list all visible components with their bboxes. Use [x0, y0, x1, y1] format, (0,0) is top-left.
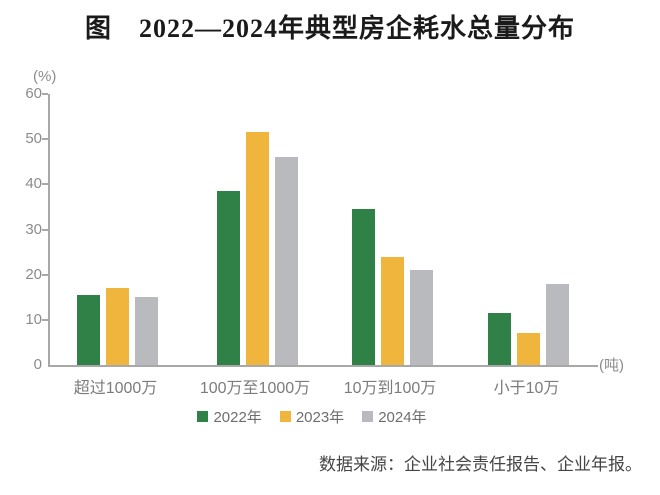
bar-2022年-10万到100万: [351, 209, 375, 365]
y-tick-mark: [42, 273, 48, 276]
y-tick-label: 60: [25, 85, 42, 102]
y-tick-mark: [42, 138, 48, 141]
legend-label: 2022年: [213, 409, 262, 426]
bar-2022年-小于10万: [488, 313, 511, 365]
bar-2024年-超过1000万: [135, 297, 158, 365]
bar-2024年-小于10万: [546, 283, 569, 365]
y-tick-label: 50: [25, 130, 42, 148]
chart-title: 图 2022—2024年典型房企耗水总量分布: [84, 14, 575, 43]
y-tick-label: 20: [25, 265, 42, 283]
y-tick-mark: [42, 318, 48, 321]
y-tick-label: 30: [25, 220, 42, 238]
bar-2023年-100万至1000万: [245, 132, 269, 365]
bar-2023年-超过1000万: [106, 288, 129, 365]
bar-2023年-10万到100万: [380, 256, 404, 365]
legend-item-2023年: 2023年: [279, 406, 345, 427]
y-axis-unit-label: (%): [33, 68, 57, 85]
y-tick-mark: [42, 93, 48, 95]
y-tick-label: 0: [33, 356, 42, 373]
legend-item-2022年: 2022年: [197, 406, 262, 427]
legend-swatch-icon: [197, 411, 209, 422]
x-axis-unit-label: (吨): [599, 357, 624, 374]
x-category-label: 小于10万: [493, 380, 560, 397]
legend-item-2024年: 2024年: [362, 406, 427, 427]
bar-2022年-超过1000万: [77, 295, 100, 365]
bar-2022年-100万至1000万: [216, 191, 240, 365]
legend: 2022年 2023年 2024年: [0, 406, 642, 427]
y-tick-mark: [42, 228, 48, 231]
legend-swatch-icon: [279, 411, 291, 422]
x-category-label: 100万至1000万: [199, 380, 311, 397]
y-tick-label: 40: [25, 175, 42, 193]
plot-area: [48, 94, 598, 367]
x-category-label: 10万到100万: [343, 380, 437, 397]
legend-label: 2023年: [295, 409, 345, 426]
bar-2024年-10万到100万: [409, 270, 433, 365]
source-note: 数据来源：企业社会责任报告、企业年报。: [319, 455, 642, 474]
legend-label: 2024年: [378, 409, 427, 426]
y-tick-mark: [42, 183, 48, 186]
bar-2024年-100万至1000万: [274, 157, 298, 365]
x-category-label: 超过1000万: [73, 380, 158, 397]
y-tick-label: 10: [25, 310, 42, 328]
bar-2023年-小于10万: [517, 333, 540, 365]
legend-swatch-icon: [362, 411, 374, 422]
